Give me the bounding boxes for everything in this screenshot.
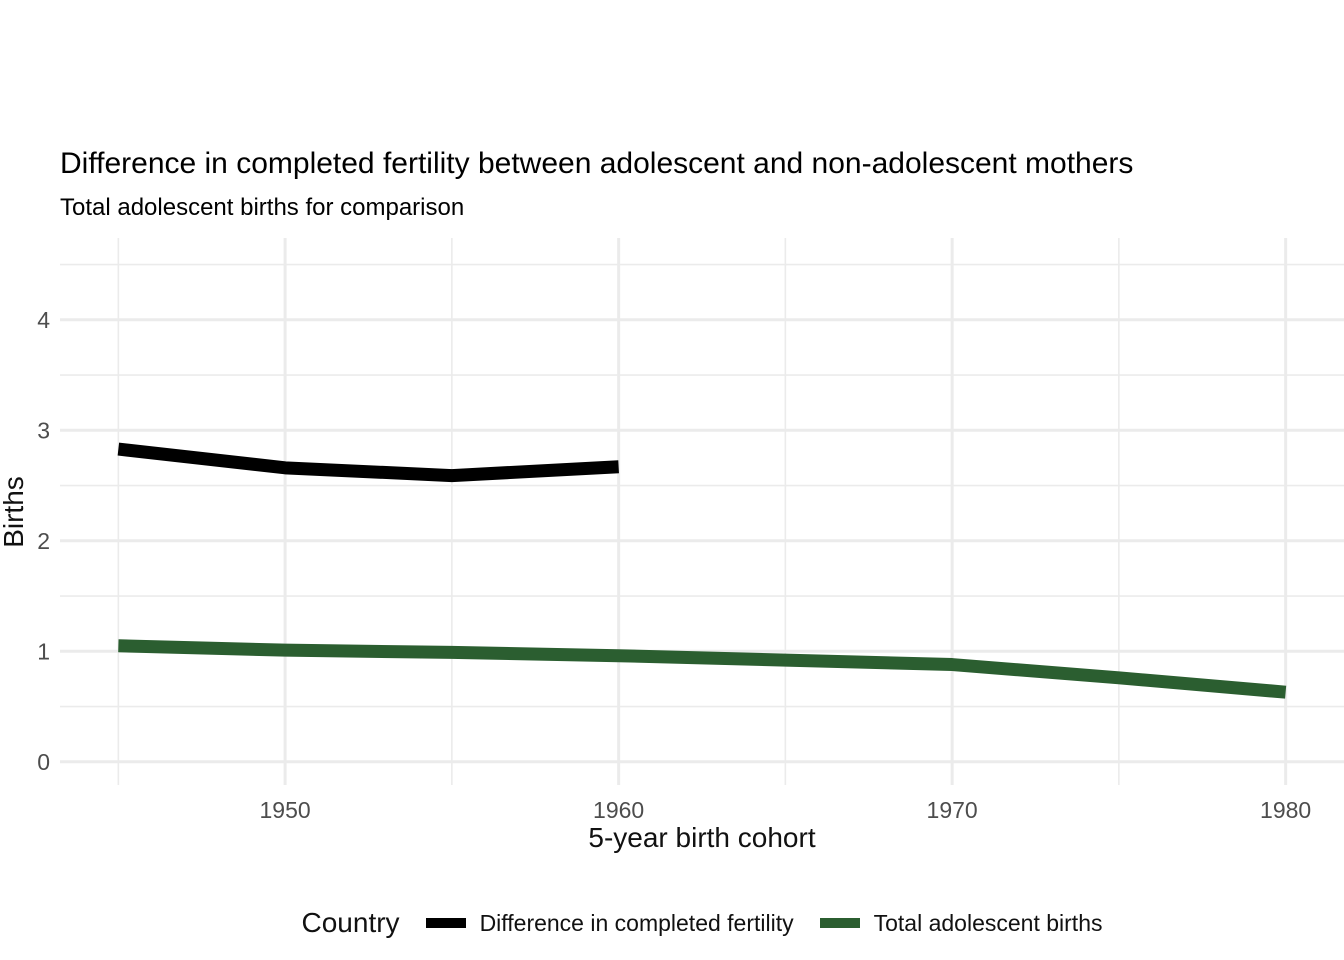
y-tick-label: 4 xyxy=(37,307,50,333)
series-line-difference xyxy=(117,442,619,483)
x-axis-title: 5-year birth cohort xyxy=(588,822,816,853)
legend-label-difference: Difference in completed fertility xyxy=(479,909,794,936)
legend: Country Difference in completed fertilit… xyxy=(60,898,1344,948)
y-tick-label: 1 xyxy=(37,638,50,664)
y-tick-label: 3 xyxy=(37,417,50,443)
x-tick-label: 1960 xyxy=(593,797,644,823)
chart-subtitle: Total adolescent births for comparison xyxy=(60,194,465,221)
series-line-total xyxy=(118,639,1287,699)
legend-key-difference-line-icon xyxy=(425,918,466,928)
x-tick-label: 1950 xyxy=(260,797,311,823)
chart-title: Difference in completed fertility betwee… xyxy=(60,147,1134,180)
legend-title: Country xyxy=(301,907,400,938)
x-tick-label: 1980 xyxy=(1260,797,1311,823)
y-tick-label: 0 xyxy=(37,749,50,775)
y-axis-title: Births xyxy=(0,476,29,548)
legend-key-total-line-icon xyxy=(819,918,860,928)
plot-panel: 0 1 2 3 4 1950 1960 1970 1980 xyxy=(37,238,1344,823)
y-tick-label: 2 xyxy=(37,528,50,554)
x-tick-label: 1970 xyxy=(927,797,978,823)
legend-item: Total adolescent births xyxy=(819,909,1103,937)
legend-item: Difference in completed fertility xyxy=(425,909,794,937)
legend-label-total: Total adolescent births xyxy=(873,909,1103,936)
